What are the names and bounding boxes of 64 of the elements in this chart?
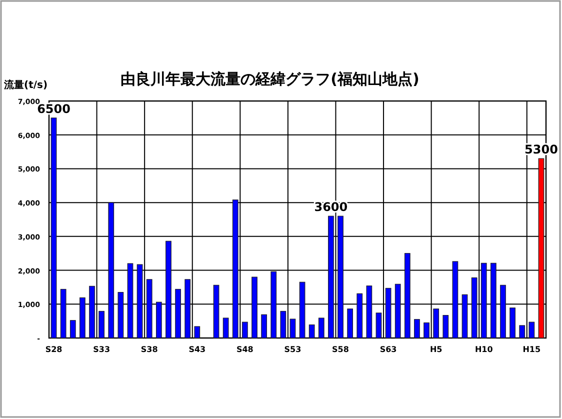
bar	[424, 322, 430, 338]
bar	[80, 297, 86, 338]
x-tick-label: S58	[332, 345, 350, 354]
bar	[404, 253, 410, 338]
bar	[519, 325, 526, 338]
bar	[328, 216, 334, 338]
bar	[347, 308, 353, 338]
bar	[222, 318, 229, 338]
x-tick-label: H10	[474, 345, 494, 354]
x-tick-label: S38	[140, 345, 158, 354]
bar	[490, 262, 496, 338]
bar	[510, 308, 516, 338]
x-tick-label: S48	[236, 345, 254, 354]
bar	[136, 264, 143, 338]
bar	[318, 318, 324, 338]
y-axis-title: 流量(t/s)	[3, 79, 48, 91]
bar	[60, 288, 66, 338]
bar	[338, 216, 344, 338]
bar	[156, 302, 162, 338]
bar	[376, 312, 382, 338]
bar	[394, 284, 401, 338]
bar	[462, 294, 468, 338]
bar	[414, 319, 420, 338]
bar	[242, 322, 248, 338]
bar	[252, 276, 258, 338]
bar	[299, 282, 306, 338]
x-tick-label: H15	[522, 345, 542, 354]
bar	[98, 310, 104, 338]
x-tick-label: S43	[188, 345, 206, 354]
bar	[538, 158, 544, 338]
bar	[270, 271, 277, 338]
x-tick-label: S63	[380, 345, 397, 354]
x-tick-label: S53	[284, 345, 302, 354]
bar	[366, 286, 372, 338]
bar	[308, 324, 315, 338]
bar	[261, 314, 267, 338]
bar	[89, 286, 95, 338]
bar	[290, 318, 296, 338]
bar	[528, 322, 535, 338]
bar	[433, 308, 440, 338]
bar	[127, 263, 134, 338]
bar	[213, 284, 220, 338]
chart-title: 由良川年最大流量の経緯グラフ(福知山地点)	[120, 70, 420, 88]
x-tick-label: S28	[45, 345, 63, 354]
bar	[118, 292, 124, 338]
bar	[232, 200, 238, 338]
bar	[194, 326, 200, 338]
bar	[50, 118, 57, 338]
bar	[471, 277, 478, 338]
bar	[442, 315, 449, 338]
bar	[175, 288, 181, 338]
bar	[184, 279, 191, 338]
bar	[166, 240, 172, 338]
bar	[280, 310, 286, 338]
x-tick-label: H5	[430, 345, 443, 354]
bar	[108, 202, 114, 338]
bar	[452, 261, 458, 338]
bar	[146, 279, 152, 338]
x-tick-label: S33	[93, 345, 110, 354]
bar	[356, 293, 363, 338]
bar	[500, 284, 506, 338]
bar	[480, 262, 487, 338]
bar	[385, 288, 392, 338]
bar	[70, 320, 76, 338]
